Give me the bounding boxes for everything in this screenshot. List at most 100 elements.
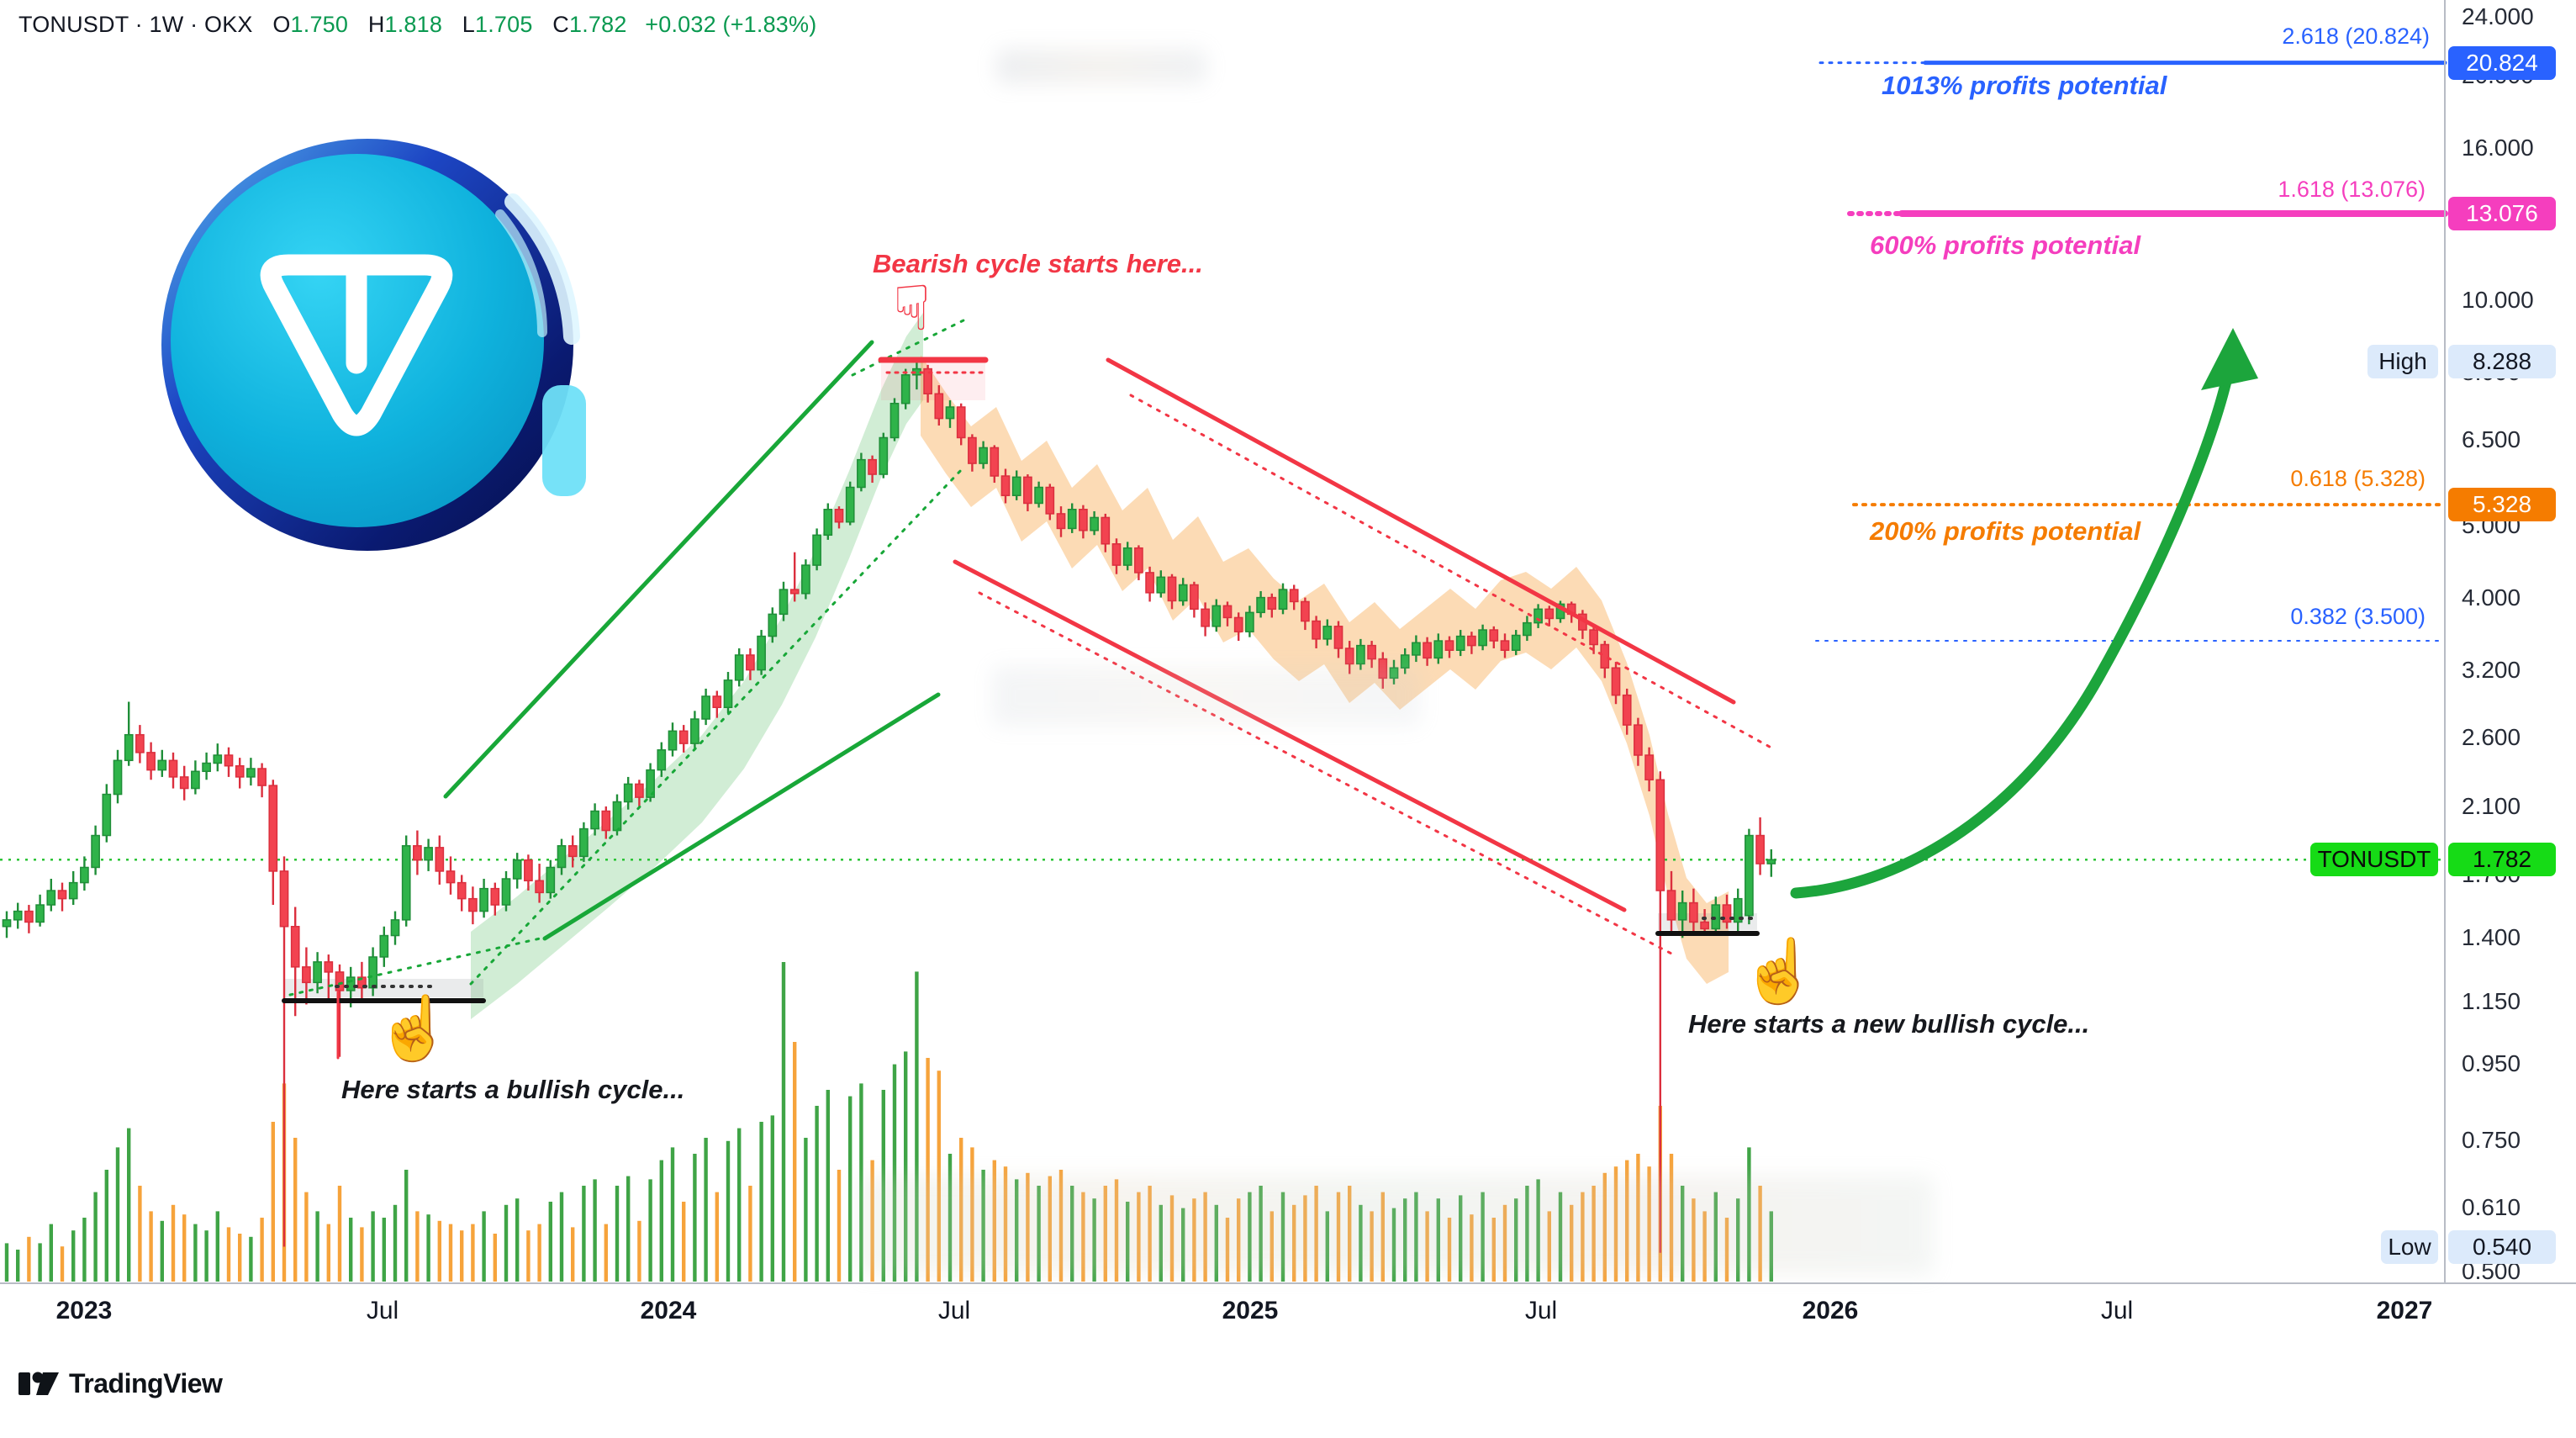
drawing-line <box>953 559 1627 912</box>
tradingview-logo[interactable]: TradingView <box>18 1366 223 1401</box>
candle-body <box>535 880 544 894</box>
volume-bar <box>848 1096 853 1282</box>
volume-bar <box>82 1218 87 1282</box>
fibonacci-lines[interactable] <box>1815 61 2448 642</box>
candle-body <box>956 406 966 439</box>
candle-body <box>1245 611 1254 632</box>
bearish-cycle-note[interactable]: Bearish cycle starts here... <box>873 249 1203 278</box>
blurred-watermark <box>996 49 1206 84</box>
candle-body <box>1011 476 1021 496</box>
volume-bar <box>837 1170 842 1282</box>
candle-body <box>1045 486 1055 515</box>
symbol-name[interactable]: TONUSDT · 1W · OKX <box>18 12 253 37</box>
candle-body <box>379 934 389 958</box>
volume-bar <box>171 1204 176 1282</box>
volume-bar <box>49 1224 53 1282</box>
volume-bar <box>1391 1208 1396 1282</box>
volume-bar <box>138 1186 142 1282</box>
volume-bar <box>4 1243 9 1282</box>
volume-bar <box>793 1042 797 1282</box>
candle-body <box>1689 901 1698 923</box>
volume-bar <box>604 1224 608 1282</box>
price-badge: 0.540 <box>2448 1229 2556 1264</box>
candle-body <box>1533 608 1543 624</box>
candle-body <box>557 845 567 869</box>
fib-2618-label[interactable]: 2.618 (20.824) <box>2282 24 2430 49</box>
candle-body <box>1145 572 1154 594</box>
candle-body <box>1634 724 1643 756</box>
volume-bar <box>38 1243 42 1282</box>
symbol-legend: TONUSDT · 1W · OKX O1.750 H1.818 L1.705 … <box>18 12 816 38</box>
price-tick-label: 3.200 <box>2462 656 2521 683</box>
candle-body <box>768 613 778 637</box>
volume-bar <box>27 1236 31 1282</box>
candle-body <box>191 770 200 790</box>
time-tick-month: Jul <box>366 1297 399 1324</box>
candle-body <box>202 762 211 773</box>
candle-body <box>135 733 145 753</box>
volume-bar <box>1092 1198 1096 1282</box>
candle-body <box>1611 667 1621 696</box>
volume-bar <box>1169 1195 1175 1282</box>
candle-body <box>723 679 733 709</box>
high-value: 1.818 <box>384 12 443 37</box>
volume-bar <box>1225 1218 1230 1282</box>
candle-body <box>1478 629 1487 647</box>
candle-body <box>1190 584 1199 611</box>
candle-body <box>1389 667 1399 679</box>
volume-bar <box>360 1227 364 1282</box>
candle-body <box>13 910 23 921</box>
price-tick-label: 24.000 <box>2462 3 2534 29</box>
volume-bar <box>1070 1186 1074 1282</box>
candle-body <box>1489 629 1499 642</box>
new-bullish-cycle-note[interactable]: Here starts a new bullish cycle... <box>1688 1009 2090 1039</box>
volume-bar <box>981 1170 985 1282</box>
blurred-watermark <box>992 666 1421 727</box>
volume-bar <box>104 1170 108 1282</box>
candle-body <box>1644 754 1654 781</box>
candle-body <box>346 976 356 991</box>
candlesticks <box>2 361 1776 1253</box>
price-tick-label: 1.400 <box>2462 924 2521 951</box>
volume-bar <box>60 1246 65 1282</box>
bullish-cycle-note[interactable]: Here starts a bullish cycle... <box>341 1075 685 1104</box>
volume-bar <box>970 1147 974 1282</box>
candle-body <box>678 730 689 744</box>
candle-body <box>845 486 855 523</box>
volume-bar <box>1303 1195 1307 1282</box>
volume-bar <box>781 962 786 1282</box>
volume-bar <box>593 1179 597 1282</box>
candle-body <box>235 764 245 778</box>
close-key: C <box>552 12 569 37</box>
candle-body <box>635 783 644 798</box>
volume-bar <box>1425 1211 1429 1282</box>
fib-0618-label[interactable]: 0.618 (5.328) <box>2290 466 2426 491</box>
volume-bar <box>1613 1166 1618 1282</box>
volume-bar <box>1758 1186 1762 1282</box>
candle-body <box>435 847 445 872</box>
volume-bar <box>326 1224 330 1282</box>
price-tick-label: 6.500 <box>2462 426 2521 453</box>
trend-lines[interactable] <box>282 318 1777 1060</box>
candle-body <box>746 654 755 671</box>
volume-bar <box>1502 1204 1507 1282</box>
candle-body <box>24 910 34 923</box>
candle-body <box>2 919 12 928</box>
bullish-projection-arrow[interactable] <box>1790 328 2258 899</box>
volume-bar <box>1058 1170 1064 1282</box>
volume-bar <box>959 1138 963 1282</box>
volume-bar <box>1126 1202 1130 1282</box>
volume-bar <box>1470 1214 1474 1282</box>
candle-body <box>1622 694 1632 726</box>
volume-bar <box>992 1160 996 1282</box>
candle-body <box>668 730 678 751</box>
price-tick-label: 1.150 <box>2462 988 2521 1015</box>
candle-body <box>357 976 367 989</box>
blurred-watermark <box>858 1176 1934 1275</box>
price-tick-label: 2.600 <box>2462 723 2521 750</box>
fib-0382-label[interactable]: 0.382 (3.500) <box>2290 604 2426 629</box>
fib-1618-label[interactable]: 1.618 (13.076) <box>2278 177 2426 202</box>
candle-body <box>1344 648 1354 665</box>
candle-body <box>224 754 234 767</box>
